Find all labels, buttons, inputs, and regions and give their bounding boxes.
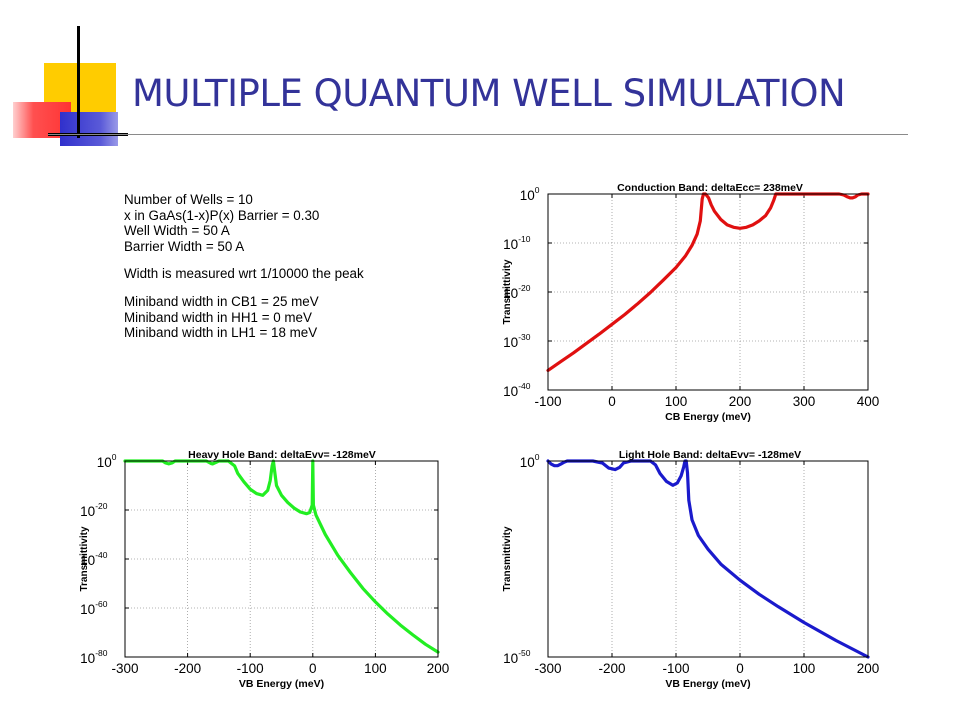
simulation-parameters: Number of Wells = 10 x in GaAs(1-x)P(x) … (124, 192, 364, 341)
y-axis-label: Transmittivity (502, 526, 513, 591)
x-tick-label: 100 (793, 661, 816, 676)
plot-frame (124, 460, 439, 658)
y-tick-label: 10-10 (503, 234, 531, 252)
x-tick-label: 200 (427, 661, 450, 676)
chart-title: Light Hole Band: deltaEvv= -128meV (619, 449, 801, 461)
x-tick-label: -200 (174, 661, 201, 676)
x-tick-label: -100 (534, 394, 561, 409)
x-tick-label: 0 (309, 661, 317, 676)
plot-frame (547, 193, 869, 391)
x-axis-label: VB Energy (meV) (665, 678, 750, 690)
x-tick-label: -100 (662, 661, 689, 676)
parameter-line: Well Width = 50 A (124, 223, 230, 239)
x-tick-label: 400 (857, 394, 880, 409)
x-tick-label: 200 (729, 394, 752, 409)
parameter-line: Number of Wells = 10 (124, 192, 253, 207)
y-tick-label: 10-20 (503, 283, 531, 301)
y-tick-label: 100 (520, 185, 540, 203)
x-tick-label: 0 (608, 394, 616, 409)
parameter-line: x in GaAs(1-x)P(x) Barrier = 0.30 (124, 207, 320, 223)
title-underline (48, 134, 908, 135)
decoration-vertical-line (77, 26, 80, 138)
y-tick-label: 100 (97, 452, 117, 470)
y-tick-label: 10-60 (80, 599, 108, 617)
parameter-line: Miniband width in HH1 = 0 meV (124, 309, 312, 325)
parameter-line: Miniband width in LH1 = 18 meV (124, 325, 318, 341)
x-tick-label: 0 (736, 661, 744, 676)
y-tick-label: 10-40 (80, 550, 108, 568)
x-tick-label: -200 (598, 661, 625, 676)
parameter-line: Width is measured wrt 1/10000 the peak (124, 266, 364, 282)
parameter-line: Miniband width in CB1 = 25 meV (124, 293, 319, 309)
slide-title: MULTIPLE QUANTUM WELL SIMULATION (132, 72, 846, 115)
plot-area (548, 461, 868, 657)
y-tick-label: 10-50 (503, 648, 531, 666)
parameter-line: Barrier Width = 50 A (124, 238, 245, 254)
x-tick-label: 100 (665, 394, 688, 409)
x-tick-label: 300 (793, 394, 816, 409)
y-tick-label: 10-80 (80, 648, 108, 666)
chart-title: Conduction Band: deltaEcc= 238meV (617, 182, 803, 194)
chart-title: Heavy Hole Band: deltaEvv= -128meV (188, 449, 376, 461)
y-axis-label: Transmittivity (79, 526, 90, 591)
x-axis-label: CB Energy (meV) (665, 411, 751, 423)
x-tick-label: 100 (364, 661, 387, 676)
y-axis-label: Transmittivity (502, 259, 513, 324)
y-tick-label: 100 (520, 452, 540, 470)
x-tick-label: -100 (237, 661, 264, 676)
y-tick-label: 10-30 (503, 332, 531, 350)
x-tick-label: 200 (857, 661, 880, 676)
y-tick-label: 10-20 (80, 501, 108, 519)
decoration-blue-square (60, 112, 118, 146)
plot-frame (547, 460, 869, 658)
x-axis-label: VB Energy (meV) (239, 678, 324, 690)
x-tick-label: -300 (534, 661, 561, 676)
y-tick-label: 10-40 (503, 381, 531, 399)
x-tick-label: -300 (111, 661, 138, 676)
